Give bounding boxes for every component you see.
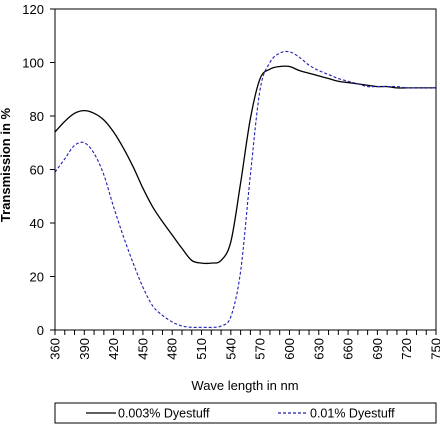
y-tick-label: 60 — [30, 163, 44, 178]
y-tick-label: 20 — [30, 270, 44, 285]
legend: 0.003% Dyestuff 0.01% Dyestuff — [54, 402, 437, 424]
y-tick-label: 100 — [22, 56, 44, 71]
series-line-1 — [54, 65, 436, 265]
y-tick-label: 120 — [22, 2, 44, 17]
y-tick-label: 80 — [30, 109, 44, 124]
x-tick-label: 690 — [370, 338, 385, 360]
x-tick-label: 570 — [253, 338, 268, 360]
x-tick-label: 480 — [165, 338, 180, 360]
x-tick-label: 630 — [311, 338, 326, 360]
x-tick-label: 660 — [341, 338, 356, 360]
x-tick-label: 750 — [429, 338, 440, 360]
legend-label-2: 0.01% Dyestuff — [310, 407, 395, 421]
x-tick-label: 360 — [48, 338, 63, 360]
x-tick-label: 510 — [194, 338, 209, 360]
x-tick-label: 390 — [77, 338, 92, 360]
x-tick-label: 540 — [223, 338, 238, 360]
x-tick-label: 450 — [135, 338, 150, 360]
y-tick-label: 40 — [30, 216, 44, 231]
axes: 0 20 40 60 80 100 120 360 390 420 450 480 510 540 570 6… — [22, 2, 440, 360]
plot-frame — [54, 8, 437, 331]
x-tick-label: 420 — [106, 338, 121, 360]
y-tick-label: 0 — [37, 323, 44, 338]
y-axis-title: Transmission in % — [0, 107, 13, 222]
series-line-2 — [54, 50, 436, 328]
legend-label-1: 0.003% Dyestuff — [118, 407, 210, 421]
plot-area — [54, 50, 436, 328]
x-tick-label: 600 — [282, 338, 297, 360]
legend-box — [54, 402, 437, 424]
x-tick-label: 720 — [399, 338, 414, 360]
x-axis-title: Wave length in nm — [191, 378, 298, 393]
